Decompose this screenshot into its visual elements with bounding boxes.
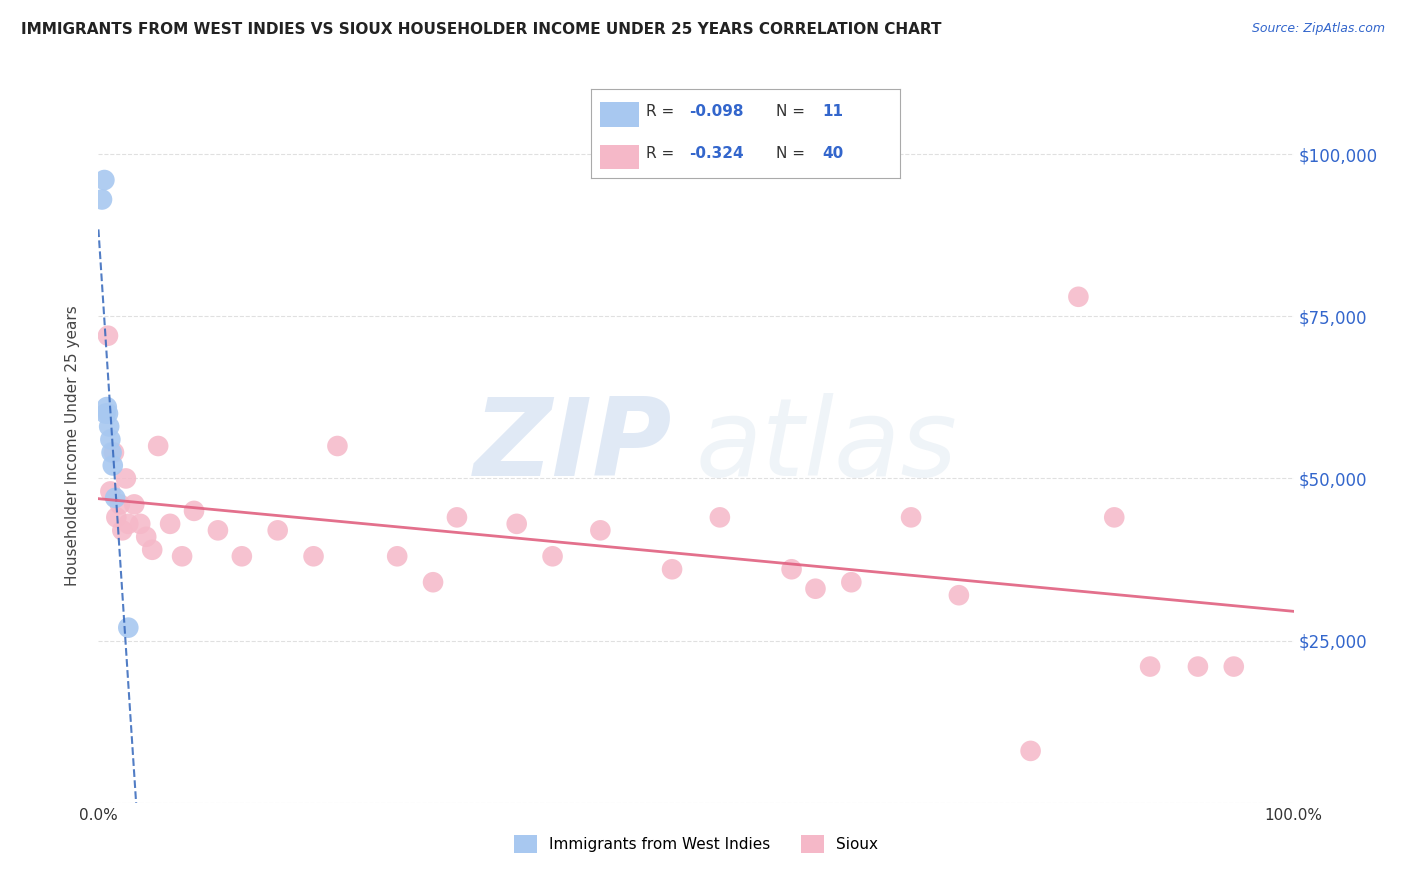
Point <box>183 504 205 518</box>
Point <box>900 510 922 524</box>
Text: Source: ZipAtlas.com: Source: ZipAtlas.com <box>1251 22 1385 36</box>
Point <box>207 524 229 538</box>
Point <box>115 471 138 485</box>
Text: -0.324: -0.324 <box>689 146 744 161</box>
Bar <box>600 102 638 127</box>
Point <box>1104 510 1126 524</box>
Point <box>91 193 114 207</box>
Text: ZIP: ZIP <box>474 393 672 499</box>
Point <box>302 549 325 564</box>
Text: R =: R = <box>647 146 679 161</box>
Point <box>97 407 120 421</box>
Point <box>589 524 612 538</box>
Point <box>105 510 128 524</box>
Point <box>172 549 194 564</box>
Point <box>117 516 139 531</box>
Point <box>98 433 122 447</box>
Point <box>326 439 349 453</box>
Point <box>124 497 146 511</box>
Legend: Immigrants from West Indies, Sioux: Immigrants from West Indies, Sioux <box>508 829 884 859</box>
Point <box>446 510 468 524</box>
Point <box>661 562 683 576</box>
Point <box>267 524 290 538</box>
Y-axis label: Householder Income Under 25 years: Householder Income Under 25 years <box>65 306 80 586</box>
Text: N =: N = <box>776 146 810 161</box>
Point <box>129 516 152 531</box>
Point <box>422 575 444 590</box>
Text: N =: N = <box>776 104 810 119</box>
Point <box>948 588 970 602</box>
Point <box>780 562 803 576</box>
Point <box>97 328 120 343</box>
Point <box>117 621 139 635</box>
Point <box>1223 659 1246 673</box>
Point <box>1067 290 1090 304</box>
Text: 11: 11 <box>823 104 844 119</box>
Text: atlas: atlas <box>696 393 957 499</box>
Bar <box>600 145 638 169</box>
Point <box>385 549 409 564</box>
Point <box>98 484 122 499</box>
Point <box>101 458 124 473</box>
Point <box>804 582 827 596</box>
Text: -0.098: -0.098 <box>689 104 744 119</box>
Text: R =: R = <box>647 104 679 119</box>
Point <box>108 497 131 511</box>
Point <box>1187 659 1209 673</box>
Point <box>506 516 529 531</box>
Point <box>135 530 157 544</box>
Point <box>1139 659 1161 673</box>
Point <box>93 173 115 187</box>
Point <box>98 419 121 434</box>
Point <box>541 549 564 564</box>
Point <box>111 524 134 538</box>
Point <box>1019 744 1042 758</box>
Point <box>141 542 163 557</box>
Point <box>709 510 731 524</box>
Point <box>159 516 181 531</box>
Text: IMMIGRANTS FROM WEST INDIES VS SIOUX HOUSEHOLDER INCOME UNDER 25 YEARS CORRELATI: IMMIGRANTS FROM WEST INDIES VS SIOUX HOU… <box>21 22 942 37</box>
Point <box>96 400 118 414</box>
Point <box>100 445 122 459</box>
Point <box>104 491 127 505</box>
Text: 40: 40 <box>823 146 844 161</box>
Point <box>148 439 170 453</box>
Point <box>103 445 125 459</box>
Point <box>231 549 253 564</box>
Point <box>94 407 117 421</box>
Point <box>841 575 863 590</box>
